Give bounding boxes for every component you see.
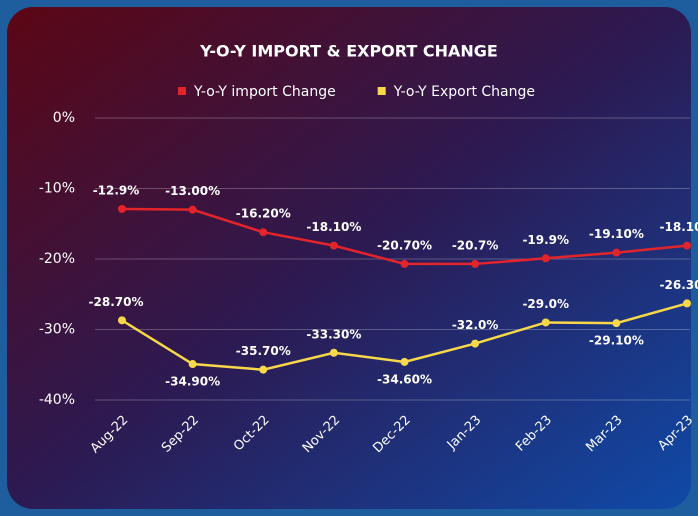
data-point [541, 254, 550, 263]
data-label: -19.10% [589, 227, 644, 241]
data-label: -18.10% [306, 220, 361, 234]
data-label: -20.70% [377, 238, 432, 252]
data-label: -29.10% [589, 334, 644, 348]
data-label: -12.9% [93, 183, 140, 197]
data-label: -34.60% [377, 372, 432, 386]
data-point [329, 241, 338, 250]
card [7, 7, 691, 509]
legend-label: Y-o-Y Export Change [393, 84, 535, 100]
data-point [259, 365, 268, 374]
data-label: -19.9% [522, 233, 569, 247]
y-tick-label: -40% [39, 392, 75, 408]
data-point [118, 204, 126, 213]
data-label: -32.0% [452, 318, 499, 332]
legend-label: Y-o-Y import Change [193, 84, 336, 100]
data-label: -13.00% [165, 184, 220, 198]
data-point [471, 259, 480, 268]
data-point [188, 205, 197, 214]
data-point [683, 241, 691, 250]
y-tick-label: 0% [53, 110, 75, 126]
data-point [400, 357, 409, 366]
legend-swatch [377, 87, 386, 95]
data-label: -26.30% [660, 278, 698, 292]
data-point [259, 228, 268, 237]
chart-title: Y-O-Y IMPORT & EXPORT CHANGE [199, 42, 498, 61]
legend-swatch [178, 87, 186, 95]
data-label: -16.20% [236, 207, 291, 221]
data-label: -28.70% [89, 295, 144, 309]
data-label: -29.0% [522, 297, 569, 311]
data-label: -35.70% [236, 344, 291, 358]
data-point [118, 316, 126, 325]
data-point [188, 360, 197, 369]
data-point [541, 318, 550, 327]
data-point [471, 339, 480, 348]
y-tick-label: -10% [39, 181, 75, 197]
data-label: -34.90% [165, 375, 220, 389]
data-point [400, 259, 409, 268]
data-point [612, 319, 621, 328]
data-point [612, 248, 621, 257]
data-label: -18.10% [660, 220, 698, 234]
data-point [329, 348, 338, 357]
y-tick-label: -30% [39, 322, 75, 338]
data-point [683, 299, 691, 308]
data-label: -20.7% [452, 238, 499, 252]
data-label: -33.30% [306, 327, 361, 341]
y-tick-label: -20% [39, 251, 75, 267]
